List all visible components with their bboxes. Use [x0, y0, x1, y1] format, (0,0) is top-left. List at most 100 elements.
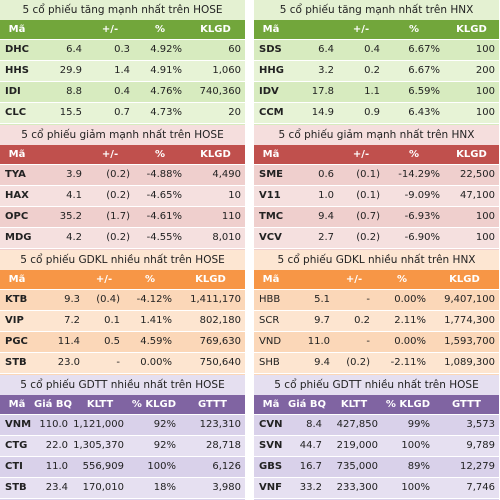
column-header: Mã [254, 20, 288, 39]
column-header: KLGD [186, 145, 245, 164]
column-header [34, 145, 86, 164]
table-header-row: Mã Giá BQ KLTT% KLGD GTTT [254, 395, 499, 414]
value-cell: -4.88% [134, 163, 186, 185]
value-cell: 427,850 [326, 413, 382, 435]
value-cell: 2.11% [374, 309, 430, 331]
table-row: SRF27.565,00095%1,787 [0, 497, 245, 500]
value-cell: (0.4) [84, 288, 124, 310]
value-cell: 3.2 [288, 59, 338, 81]
value-cell: 1.1 [338, 80, 384, 102]
value-cell: 12,279 [434, 455, 499, 477]
table-row: IDV 17.8 1.1 6.59% 100 [254, 80, 499, 102]
table-row: SVN 44.7 219,000 100% 9,789 [254, 434, 499, 456]
value-cell: 100% [382, 476, 434, 498]
ticker-cell: SHB [254, 351, 288, 373]
stock-panel: 5 cổ phiếu GDTT nhiều nhất trên HOSE Mã Gi… [0, 375, 245, 500]
column-header [34, 20, 86, 39]
value-cell: 0.9 [338, 101, 384, 123]
value-cell: 0.2 [334, 309, 374, 331]
stock-panel: 5 cổ phiếu GDKL nhiều nhất trên HOSE Mã +/… [0, 250, 245, 394]
ticker-cell: TYA [0, 163, 34, 185]
table-row: TYA 3.9 (0.2) -4.88% 4,490 [0, 163, 245, 185]
ticker-cell: HHG [254, 59, 288, 81]
value-cell: 16.7 [288, 455, 326, 477]
value-cell: 4,490 [186, 163, 245, 185]
value-cell: -4.12% [124, 288, 176, 310]
value-cell: 11.0 [288, 330, 334, 352]
ticker-cell: CVN [254, 413, 288, 435]
panel-title: 5 cổ phiếu GDKL nhiều nhất trên HNX [254, 250, 499, 270]
value-cell: 750,640 [176, 351, 245, 373]
value-cell: 4.92% [134, 38, 186, 60]
column-header: % [134, 20, 186, 39]
ticker-cell: MDG [0, 226, 34, 248]
ticker-cell: HAX [0, 184, 34, 206]
table-row: VNF 33.2 233,300 100% 7,746 [254, 476, 499, 498]
ticker-cell: SVN [254, 434, 288, 456]
panel-title: 5 cổ phiếu giảm mạnh nhất trên HNX [254, 125, 499, 145]
table-row: CLC 15.5 0.7 4.73% 20 [0, 101, 245, 123]
table-row: STB 23.0-0.00% 750,640 [0, 351, 245, 373]
panel-title: 5 cổ phiếu GDTT nhiều nhất trên HOSE [254, 375, 499, 395]
value-cell: 0.2 [338, 59, 384, 81]
table-row: PGC 11.4 0.5 4.59% 769,630 [0, 330, 245, 352]
ticker-cell: OPC [0, 205, 34, 227]
value-cell: 9,407,100 [430, 288, 499, 310]
table-row: CCM 14.9 0.9 6.43% 100 [254, 101, 499, 123]
column-header [288, 270, 334, 289]
value-cell: 8,010 [186, 226, 245, 248]
value-cell: -14.29% [384, 163, 444, 185]
value-cell: 4.91% [134, 59, 186, 81]
column-header: Giá BQ [34, 395, 72, 414]
value-cell: 6.67% [384, 59, 444, 81]
value-cell: 735,000 [326, 455, 382, 477]
column-header: % [374, 270, 430, 289]
table-row: MDG 4.2 (0.2) -4.55% 8,010 [0, 226, 245, 248]
table-row: SME 0.6 (0.1) -14.29% 22,500 [254, 163, 499, 185]
value-cell: - [334, 288, 374, 310]
value-cell: -4.55% [134, 226, 186, 248]
value-cell: 740,360 [186, 80, 245, 102]
table-row: STB 23.4 170,010 18% 3,980 [0, 476, 245, 498]
value-cell: 0.7 [86, 101, 134, 123]
value-cell: -2.11% [374, 351, 430, 373]
ticker-cell: VNF [254, 476, 288, 498]
column-header: % KLGD [128, 395, 180, 414]
value-cell: 23.0 [34, 351, 84, 373]
ticker-cell: GBS [254, 455, 288, 477]
value-cell: 4.2 [34, 226, 86, 248]
stock-panel: 5 cổ phiếu tăng mạnh nhất trên HNX Mã +/-%… [254, 0, 499, 144]
value-cell: 100 [444, 38, 499, 60]
ticker-cell: VNM [0, 413, 34, 435]
panel-title: 5 cổ phiếu GDKL nhiều nhất trên HOSE [0, 250, 245, 270]
column-header: Mã [254, 145, 288, 164]
value-cell: 1,787 [180, 497, 245, 500]
value-cell: 170,010 [72, 476, 128, 498]
table-row: HBB 5.1-0.00% 9,407,100 [254, 288, 499, 310]
column-header: KLTT [72, 395, 128, 414]
table-row: SHB 9.4 (0.2) -2.11% 1,089,300 [254, 351, 499, 373]
column-header: +/- [84, 270, 124, 289]
value-cell: -4.61% [134, 205, 186, 227]
value-cell: 20 [186, 101, 245, 123]
value-cell: 110.0 [34, 413, 72, 435]
value-cell: 802,180 [176, 309, 245, 331]
value-cell: 47,100 [444, 184, 499, 206]
column-header: Mã [0, 395, 34, 414]
stock-table: Mã +/-% KLGD HBB 5.1-0.00% 9,407,100 SCR 9.7 0.2… [254, 270, 499, 394]
column-header: KLGD [186, 20, 245, 39]
ticker-cell: HHS [0, 59, 34, 81]
table-row: VNM 110.0 1,121,000 92% 123,310 [0, 413, 245, 435]
column-header: % [384, 20, 444, 39]
value-cell: 11.0 [34, 455, 72, 477]
column-header: KLTT [326, 395, 382, 414]
table-row: CVN 8.4 427,850 99% 3,573 [254, 413, 499, 435]
value-cell: 0.6 [288, 163, 338, 185]
value-cell: 100% [382, 434, 434, 456]
value-cell: (0.7) [338, 205, 384, 227]
value-cell: -6.90% [384, 226, 444, 248]
value-cell: 6.4 [288, 38, 338, 60]
value-cell: 100% [128, 455, 180, 477]
value-cell: 0.4 [338, 38, 384, 60]
ticker-cell: VND [254, 330, 288, 352]
